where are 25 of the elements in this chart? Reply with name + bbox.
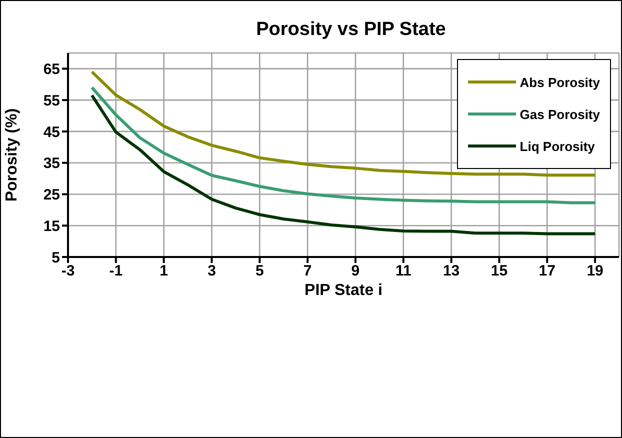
legend-label: Liq Porosity [520, 138, 595, 154]
y-tick-label: 45 [43, 124, 60, 141]
y-tick-label: 35 [43, 155, 60, 172]
y-tick-label: 25 [43, 186, 60, 204]
legend-label: Gas Porosity [520, 106, 600, 122]
x-tick-label: 5 [255, 262, 264, 280]
x-tick-label: 11 [395, 262, 412, 280]
y-axis-title: Porosity (%) [4, 108, 21, 202]
x-tick-label: 13 [442, 262, 460, 280]
x-tick-label: 19 [586, 262, 604, 280]
y-tick-label: 55 [43, 92, 60, 110]
x-tick-label: 15 [490, 262, 508, 280]
x-tick-label: -3 [61, 262, 75, 280]
y-tick-label: 65 [43, 61, 60, 78]
x-tick-label: 17 [538, 262, 556, 280]
x-tick-label: 9 [351, 262, 360, 280]
x-axis-title: PIP State i [304, 282, 382, 299]
x-tick-label: -1 [109, 262, 123, 280]
x-tick-label: 1 [160, 262, 168, 280]
chart-title: Porosity vs PIP State [255, 19, 447, 41]
x-tick-label: 3 [208, 262, 216, 280]
y-tick-label: 15 [43, 218, 60, 235]
legend-label: Abs Porosity [520, 74, 600, 90]
y-tick-label: 5 [52, 249, 60, 266]
x-tick-label: 7 [303, 262, 312, 280]
